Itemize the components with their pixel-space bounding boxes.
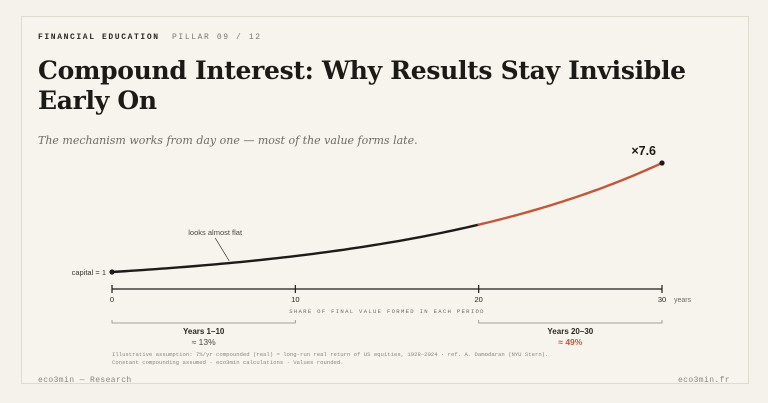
end-point bbox=[659, 160, 665, 166]
end-label: ×7.6 bbox=[631, 144, 656, 158]
period-label: Years 20–30 bbox=[547, 327, 593, 336]
x-tick-label: 0 bbox=[110, 295, 114, 304]
curve-layer bbox=[109, 160, 665, 275]
series-line-late bbox=[477, 161, 664, 226]
footnote-line-2: Constant compounding assumed · eco3min c… bbox=[112, 359, 344, 366]
page-title: Compound Interest: Why Results Stay Invi… bbox=[38, 56, 686, 115]
x-tick-label: 10 bbox=[291, 295, 299, 304]
footer-url: eco3min.fr bbox=[677, 376, 730, 385]
kicker: FINANCIAL EDUCATION PILLAR 09 / 12 bbox=[38, 33, 262, 42]
footnote: Illustrative assumption: 7%/yr compounde… bbox=[112, 351, 548, 367]
annotation-leader bbox=[214, 237, 230, 262]
x-unit-label: years bbox=[674, 297, 692, 304]
series-line-early bbox=[110, 223, 480, 274]
section-label: FINANCIAL EDUCATION bbox=[38, 33, 160, 42]
period-label: Years 1–10 bbox=[183, 327, 225, 336]
x-axis: 0 10 20 30 years bbox=[110, 285, 692, 304]
x-tick-label: 20 bbox=[474, 295, 482, 304]
period-bracket bbox=[478, 320, 663, 324]
x-tick-label: 30 bbox=[658, 295, 666, 304]
start-point bbox=[109, 269, 115, 275]
annotation-label: looks almost flat bbox=[188, 228, 243, 237]
period-bracket bbox=[111, 320, 296, 324]
chart-labels: looks almost flat capital = 1 ×7.6 SHARE OF… bbox=[72, 144, 663, 347]
start-label: capital = 1 bbox=[72, 268, 106, 277]
period-caption: SHARE OF FINAL VALUE FORMED IN EACH PERI… bbox=[289, 308, 485, 315]
period-value: ≈ 13% bbox=[192, 337, 216, 347]
footer-brand: eco3min — Research bbox=[38, 376, 132, 385]
subtitle: The mechanism works from day one — most … bbox=[38, 134, 418, 147]
period-value: ≈ 49% bbox=[558, 337, 582, 347]
pillar-label: PILLAR 09 / 12 bbox=[172, 33, 262, 42]
footnote-line-1: Illustrative assumption: 7%/yr compounde… bbox=[112, 351, 549, 358]
